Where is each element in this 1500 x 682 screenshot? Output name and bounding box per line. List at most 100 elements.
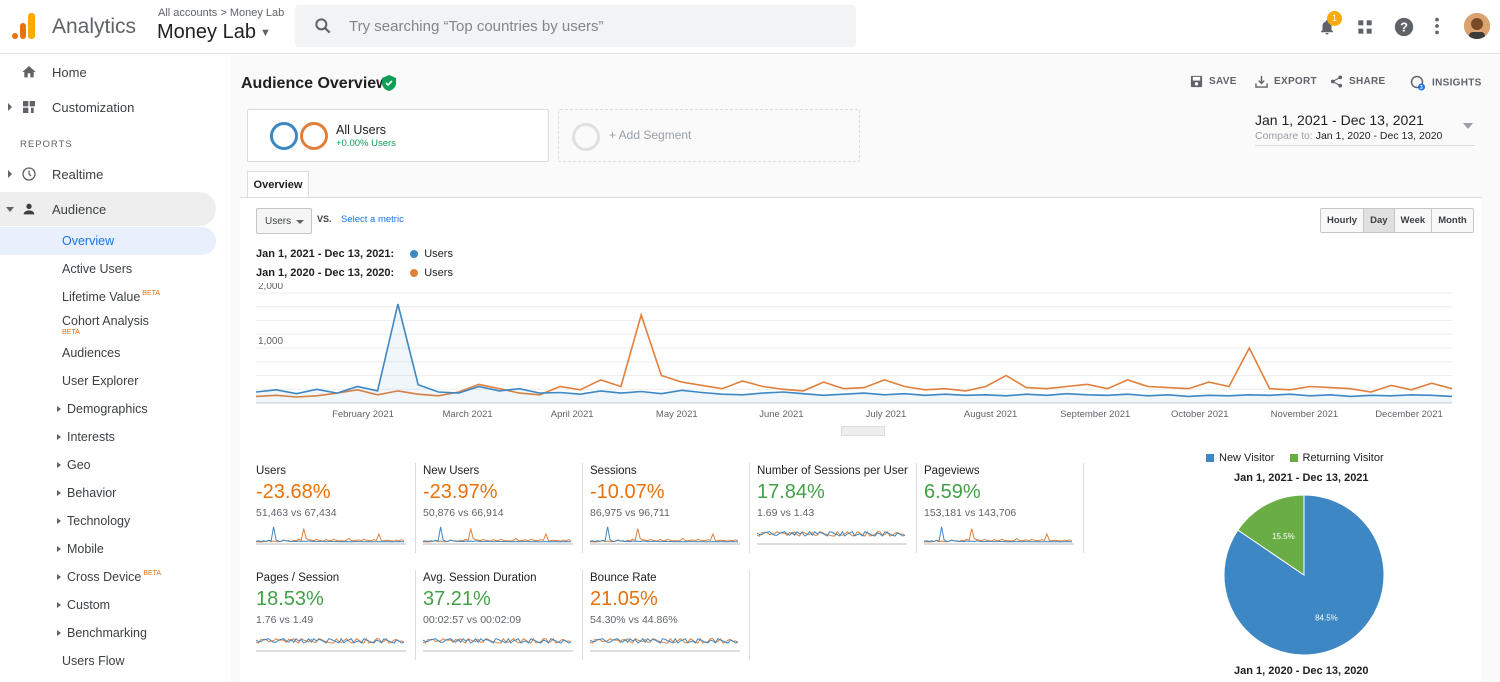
sparkline-series <box>256 526 405 543</box>
sidebar-subitem-technology[interactable]: Technology <box>0 507 216 535</box>
granularity-month[interactable]: Month <box>1432 209 1473 232</box>
tab-overview[interactable]: Overview <box>247 171 309 198</box>
share-button[interactable]: SHARE <box>1330 75 1386 88</box>
sidebar-item-home[interactable]: Home <box>0 55 216 89</box>
granularity-day[interactable]: Day <box>1364 209 1395 232</box>
metric-sparkline <box>256 637 406 652</box>
sidebar-subitem-behavior[interactable]: Behavior <box>0 479 216 507</box>
sidebar-item-customization[interactable]: Customization <box>0 90 216 124</box>
expand-arrow-icon <box>57 406 61 412</box>
avatar[interactable] <box>1464 13 1490 39</box>
expand-arrow-icon <box>57 630 61 636</box>
sidebar-subitem-user-explorer[interactable]: User Explorer <box>0 367 216 395</box>
sidebar-item-label: Home <box>52 65 87 80</box>
sidebar-subitem-overview[interactable]: Overview <box>0 227 216 255</box>
sparkline-series <box>590 528 739 543</box>
metric-sparkline <box>590 526 740 545</box>
analytics-logo[interactable] <box>12 13 36 39</box>
sidebar-subitem-active-users[interactable]: Active Users <box>0 255 216 283</box>
metric-change: 18.53% <box>256 588 324 610</box>
metric-card[interactable]: Pageviews 6.59% 153,181 vs 143,706 <box>924 463 1084 553</box>
verified-shield-icon <box>382 75 396 91</box>
expand-arrow-icon <box>57 434 61 440</box>
metric-change: 21.05% <box>590 588 658 610</box>
compare-range: Compare to: Jan 1, 2020 - Dec 13, 2020 <box>1255 130 1442 142</box>
legend-dot-blue <box>410 250 419 259</box>
metric-card[interactable]: Sessions -10.07% 86,975 vs 96,711 <box>590 463 750 553</box>
granularity-week[interactable]: Week <box>1394 209 1433 232</box>
search-input[interactable] <box>349 5 829 47</box>
subitem-label: Custom <box>67 598 111 612</box>
insights-button[interactable]: 3 INSIGHTS <box>1410 75 1482 91</box>
sparkline-series <box>256 528 405 543</box>
sidebar-subitem-lifetime-value[interactable]: Lifetime Value BETA <box>0 283 216 311</box>
subitem-label: User Explorer <box>62 374 139 388</box>
metric-card[interactable]: Avg. Session Duration 37.21% 00:02:57 vs 0… <box>423 570 583 660</box>
expand-arrow-icon <box>8 103 12 111</box>
app-title: Analytics <box>52 15 137 38</box>
notifications-bell-icon[interactable]: 1 <box>1315 11 1342 39</box>
sidebar-subitem-interests[interactable]: Interests <box>0 423 216 451</box>
date-range-picker[interactable]: Jan 1, 2021 - Dec 13, 2021 Compare to: J… <box>1255 110 1475 146</box>
sidebar-subitem-demographics[interactable]: Demographics <box>0 395 216 423</box>
top-bar: Analytics All accounts > Money Lab Money… <box>0 0 1500 54</box>
apps-grid-icon[interactable] <box>1353 15 1377 39</box>
sidebar-subitem-geo[interactable]: Geo <box>0 451 216 479</box>
series-area <box>256 304 1452 403</box>
y-tick-label: 1,000 <box>258 336 283 347</box>
subitem-label: Lifetime Value BETA <box>62 290 160 304</box>
metric-card[interactable]: Pages / Session 18.53% 1.76 vs 1.49 <box>256 570 416 660</box>
granularity-toggle: Hourly Day Week Month <box>1320 208 1474 233</box>
sidebar-subitem-mobile[interactable]: Mobile <box>0 535 216 563</box>
help-icon[interactable]: ? <box>1392 15 1416 39</box>
sidebar-item-audience[interactable]: Audience <box>0 192 216 226</box>
sidebar-subitem-users-flow[interactable]: Users Flow <box>0 647 216 675</box>
dashboard-icon <box>23 101 35 113</box>
sidebar-subitem-benchmarking[interactable]: Benchmarking <box>0 619 216 647</box>
metric-change: 17.84% <box>757 481 825 503</box>
breadcrumb[interactable]: All accounts > Money Lab <box>158 7 285 19</box>
search-bar[interactable] <box>295 5 856 47</box>
sidebar-subitem-audiences[interactable]: Audiences <box>0 339 216 367</box>
pie-slice <box>1237 494 1305 576</box>
metric-compare: 153,181 vs 143,706 <box>924 507 1017 519</box>
add-segment-button[interactable]: + Add Segment <box>558 109 860 162</box>
metric-compare: 1.69 vs 1.43 <box>757 507 815 519</box>
export-button[interactable]: EXPORT <box>1255 75 1317 88</box>
sidebar-subitem-cohort-analysis[interactable]: Cohort Analysis BETA <box>0 307 216 336</box>
pie-legend-returning: Returning Visitor <box>1302 452 1384 464</box>
sidebar: Home Customization REPORTS Realtime Audi… <box>0 55 230 682</box>
subitem-label: Users Flow <box>62 654 125 668</box>
metric-card[interactable]: New Users -23.97% 50,876 vs 66,914 <box>423 463 583 553</box>
more-vert-icon[interactable] <box>1426 15 1450 39</box>
legend-range: Jan 1, 2020 - Dec 13, 2020: <box>256 267 395 279</box>
account-selector[interactable]: Money Lab ▼ <box>157 21 271 44</box>
legend-range: Jan 1, 2021 - Dec 13, 2021: <box>256 248 395 260</box>
account-name: Money Lab <box>157 21 256 43</box>
person-icon <box>23 203 35 215</box>
x-tick-label: September 2021 <box>1060 409 1130 420</box>
metric-change: -23.97% <box>423 481 498 503</box>
metric-card[interactable]: Number of Sessions per User 17.84% 1.69 vs… <box>757 463 917 553</box>
sparkline-series <box>256 637 405 644</box>
pie-slice-label: 15.5% <box>1272 532 1295 541</box>
sidebar-subitem-custom[interactable]: Custom <box>0 591 216 619</box>
metric-selector[interactable]: Users <box>256 208 312 234</box>
sidebar-subitem-cross-device[interactable]: Cross Device BETA <box>0 563 216 591</box>
chart-collapse-handle[interactable] <box>841 426 885 436</box>
save-button[interactable]: SAVE <box>1190 75 1237 88</box>
expand-arrow-icon <box>57 462 61 468</box>
segment-card-all-users[interactable]: All Users +0.00% Users <box>247 109 549 162</box>
sparkline-series <box>423 526 572 543</box>
metric-name: New Users <box>423 465 480 477</box>
select-metric-link[interactable]: Select a metric <box>341 214 404 225</box>
metric-selector-label: Users <box>265 216 292 227</box>
metric-card[interactable]: Bounce Rate 21.05% 54.30% vs 44.86% <box>590 570 750 660</box>
metric-card[interactable]: Users -23.68% 51,463 vs 67,434 <box>256 463 416 553</box>
sidebar-item-realtime[interactable]: Realtime <box>0 157 216 191</box>
sparkline-series <box>590 637 739 644</box>
sparkline-series <box>924 528 1073 543</box>
expand-arrow-icon <box>57 574 61 580</box>
granularity-hourly[interactable]: Hourly <box>1321 209 1365 232</box>
share-label: SHARE <box>1349 76 1386 88</box>
